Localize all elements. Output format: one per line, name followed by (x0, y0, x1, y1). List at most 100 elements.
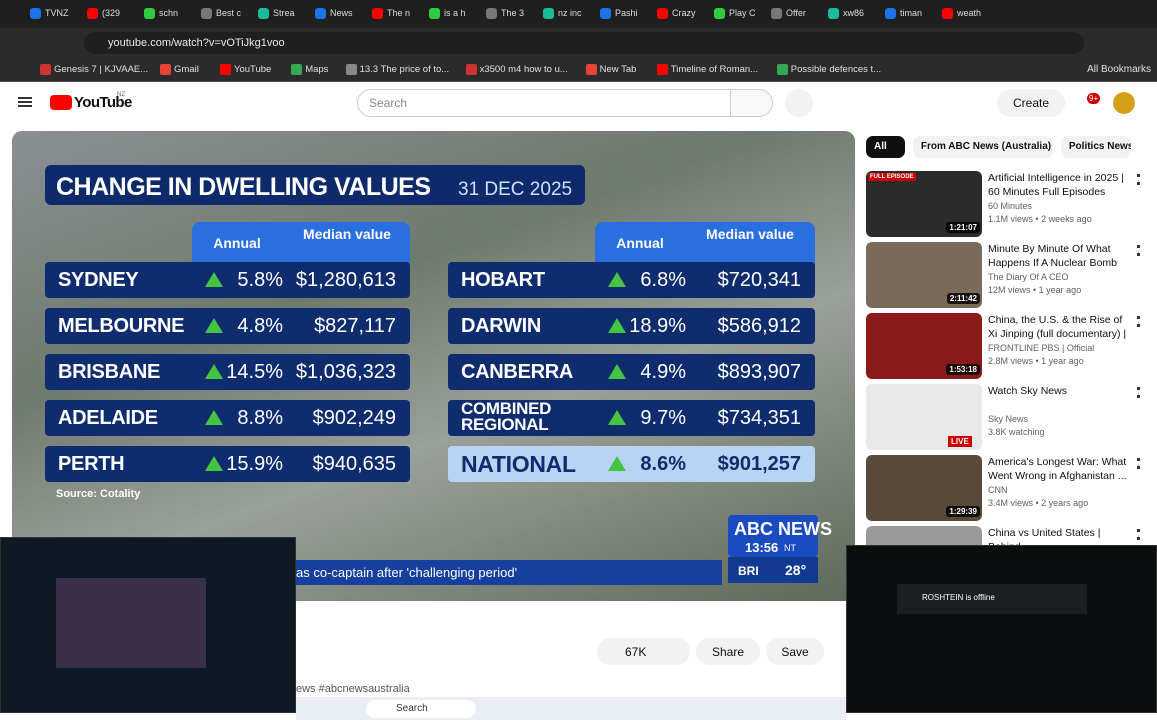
all-bookmarks[interactable]: All Bookmarks (1087, 64, 1151, 75)
video-title[interactable]: Artificial Intelligence in 2025 | 60 Min… (988, 172, 1124, 198)
logo-icon (50, 95, 72, 110)
search-button[interactable] (730, 89, 773, 117)
more-menu[interactable] (1137, 174, 1140, 185)
bookmark[interactable]: Gmail (174, 64, 199, 75)
url[interactable]: youtube.com/watch?v=vOTiJkg1voo (108, 37, 285, 49)
avatar[interactable] (1113, 92, 1135, 114)
tab[interactable]: The 3 (501, 8, 525, 18)
video-meta: 12M views • 1 year ago (988, 285, 1082, 295)
up-arrow (608, 410, 626, 425)
channel-name[interactable]: 60 Minutes (988, 201, 1033, 211)
save-label: Save (781, 644, 809, 659)
save-button[interactable]: Save (766, 638, 824, 665)
mic-button[interactable] (785, 89, 813, 117)
channel-name[interactable]: CNN (988, 485, 1008, 495)
city-name: HOBART (461, 269, 545, 291)
up-arrow (205, 318, 223, 333)
table-row (448, 400, 815, 436)
chip[interactable]: From ABC News (Australia) (912, 136, 1053, 158)
table-row (45, 262, 410, 298)
ticker-bar (290, 560, 722, 585)
up-arrow (608, 318, 626, 333)
channel-name[interactable]: The Diary Of A CEO (988, 272, 1069, 282)
more-menu[interactable] (1137, 458, 1140, 469)
more-menu[interactable] (1137, 245, 1140, 256)
share-button[interactable]: Share (696, 638, 760, 665)
annual-change: 8.6% (640, 453, 686, 475)
column-header: Annual (213, 235, 261, 251)
median-value: $1,280,613 (295, 269, 396, 291)
video-meta: 3.8K watching (988, 427, 1045, 437)
bookmark-icon (776, 64, 788, 75)
create-button[interactable]: Create (997, 89, 1065, 117)
tab[interactable]: nz inc (558, 8, 582, 18)
table-row (448, 354, 815, 390)
median-value: $827,117 (314, 315, 396, 337)
tab[interactable]: TVNZ (45, 8, 69, 18)
tab[interactable]: Strea (273, 8, 295, 18)
source: Source: Cotality (56, 488, 141, 500)
more-menu[interactable] (1137, 387, 1140, 398)
tab[interactable]: Pashi (615, 8, 638, 18)
table-row (45, 308, 410, 344)
like-button[interactable]: 67K (597, 638, 690, 665)
like-count: 67K (625, 644, 647, 659)
more-menu[interactable] (1137, 529, 1140, 540)
chip[interactable]: Politics News (1060, 136, 1131, 158)
tab[interactable]: News (330, 8, 353, 18)
tab[interactable]: xw86 (843, 8, 865, 18)
tab[interactable]: is a h (444, 8, 466, 18)
tab[interactable]: Best c (216, 8, 242, 18)
annual-change: 6.8% (640, 269, 686, 291)
toolbar: youtube.com/watch?v=vOTiJkg1voo (0, 28, 1157, 58)
bookmark[interactable]: x3500 m4 how to u... (479, 64, 568, 75)
tab[interactable]: schn (159, 8, 179, 18)
chip[interactable]: All (866, 136, 905, 158)
weather-box (728, 557, 818, 583)
bookmark[interactable]: Timeline of Roman... (670, 64, 759, 75)
graphic-title: CHANGE IN DWELLING VALUES (56, 173, 431, 201)
casino-grid (56, 578, 206, 668)
video-player[interactable]: CHANGE IN DWELLING VALUES 31 DEC 2025 So… (12, 131, 855, 601)
annual-change: 14.5% (226, 361, 283, 383)
annual-change: 18.9% (629, 315, 686, 337)
channel-name[interactable]: FRONTLINE PBS | Official (988, 343, 1095, 353)
video-title[interactable]: China, the U.S. & the Rise of Xi Jinping… (988, 314, 1127, 340)
bookmark[interactable]: New Tab (599, 64, 637, 75)
menu-icon[interactable] (18, 97, 32, 107)
logo[interactable]: YouTube (74, 94, 132, 111)
up-arrow (205, 364, 223, 379)
region: NZ (117, 92, 125, 98)
video-title[interactable]: America's Longest War: What Went Wrong i… (988, 456, 1127, 482)
taskbar-search[interactable] (366, 700, 476, 718)
up-arrow (205, 272, 223, 287)
graphic-date: 31 DEC 2025 (458, 179, 573, 200)
tab[interactable]: weath (957, 8, 982, 18)
more-menu[interactable] (1137, 316, 1140, 327)
temperature: 28° (785, 562, 807, 578)
tab[interactable]: Offer (786, 8, 806, 18)
tab[interactable]: The n (387, 8, 411, 18)
video-title[interactable]: Minute By Minute Of What Happens If A Nu… (988, 243, 1117, 269)
notification-badge: 9+ (1087, 93, 1101, 104)
bookmark[interactable]: Maps (305, 64, 329, 75)
tab[interactable]: Play C (729, 8, 756, 18)
tab[interactable]: timan (900, 8, 923, 18)
bookmark[interactable]: Possible defences t... (790, 64, 882, 75)
tab[interactable]: Crazy (672, 8, 696, 18)
bookmark[interactable]: 13.3 The price of to... (359, 64, 450, 75)
video-title[interactable]: Watch Sky News (988, 385, 1067, 397)
search-box[interactable] (357, 89, 731, 117)
city-name: PERTH (58, 453, 125, 475)
bookmarks-bar: All Bookmarks Genesis 7 | KJVAAE... Gmail… (0, 58, 1157, 82)
table-row (45, 400, 410, 436)
city-name: BRISBANE (58, 361, 161, 383)
bookmark[interactable]: YouTube (234, 64, 272, 75)
tab[interactable]: (329 (102, 8, 121, 18)
channel-name[interactable]: Sky News (988, 414, 1029, 424)
address-bar[interactable] (84, 32, 1084, 54)
annual-change: 9.7% (640, 407, 686, 429)
bookmark-icon (160, 64, 171, 75)
bookmark[interactable]: Genesis 7 | KJVAAE... (54, 64, 149, 75)
news-logo-box (728, 515, 818, 557)
